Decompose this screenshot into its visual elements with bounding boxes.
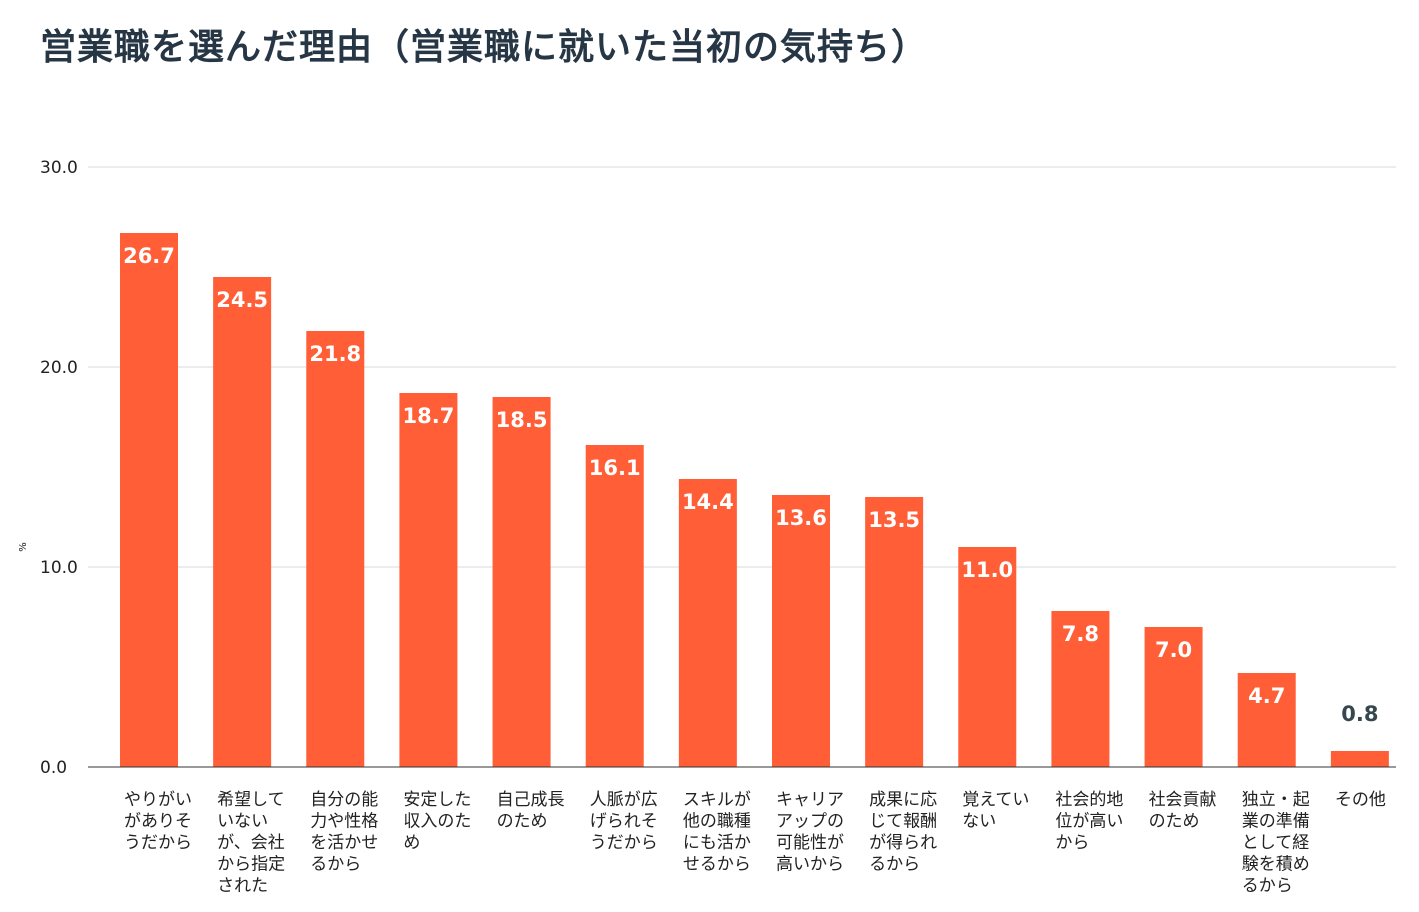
x-tick-label: として経 bbox=[1242, 833, 1310, 853]
x-tick-label: が、会社 bbox=[217, 833, 285, 853]
bar bbox=[213, 277, 272, 767]
x-tick-label: 成果に応 bbox=[869, 790, 937, 810]
x-tick-label: いない bbox=[217, 812, 268, 832]
bar bbox=[120, 233, 178, 767]
x-tick-label: 安定した bbox=[403, 790, 471, 810]
bar bbox=[1051, 611, 1110, 767]
y-tick-label: 0.0 bbox=[40, 758, 67, 778]
x-tick-label: うだから bbox=[124, 833, 192, 853]
bar bbox=[678, 479, 737, 767]
x-tick-label: 希望して bbox=[217, 790, 285, 810]
x-tick-label: るから bbox=[869, 855, 920, 875]
x-tick-label: が得られ bbox=[869, 833, 937, 853]
x-tick-label: スキルが bbox=[683, 790, 751, 810]
bar bbox=[865, 497, 924, 767]
bar bbox=[585, 445, 644, 767]
x-tick-label: 力や性格 bbox=[310, 812, 378, 832]
x-tick-label: 人脈が広 bbox=[590, 790, 658, 810]
bar bbox=[1237, 673, 1296, 767]
bar bbox=[1144, 627, 1203, 767]
data-label: 26.7 bbox=[123, 244, 175, 268]
bar bbox=[958, 547, 1017, 767]
x-tick-label: から指定 bbox=[217, 855, 285, 875]
x-tick-label: がありそ bbox=[124, 812, 192, 832]
x-tick-label: うだから bbox=[590, 833, 658, 853]
x-tick-label: された bbox=[217, 876, 268, 896]
x-tick-label: せるから bbox=[683, 855, 751, 875]
x-tick-label: ない bbox=[962, 812, 996, 832]
x-tick-label: 位が高い bbox=[1055, 812, 1123, 832]
x-tick-label: やりがい bbox=[124, 790, 192, 810]
x-tick-label: じて報酬 bbox=[869, 812, 937, 832]
x-tick-label: のため bbox=[1149, 812, 1200, 832]
x-tick-label: アップの bbox=[776, 812, 844, 832]
x-tick-label: 他の職種 bbox=[683, 812, 751, 832]
x-tick-label: るから bbox=[1242, 876, 1293, 896]
x-tick-label: げられそ bbox=[590, 812, 658, 832]
data-label: 0.8 bbox=[1341, 702, 1378, 726]
x-tick-label: め bbox=[403, 833, 420, 853]
bar bbox=[399, 393, 458, 767]
data-label: 16.1 bbox=[589, 456, 641, 480]
x-tick-label: 高いから bbox=[776, 855, 844, 875]
bar bbox=[306, 331, 365, 767]
x-tick-label: 収入のた bbox=[403, 812, 471, 832]
x-tick-label: 社会的地 bbox=[1055, 790, 1123, 810]
x-tick-label: 独立・起 bbox=[1242, 790, 1310, 810]
x-tick-label: のため bbox=[497, 812, 548, 832]
bar bbox=[1330, 751, 1389, 767]
x-tick-label: 自己成長 bbox=[497, 790, 565, 810]
data-label: 7.8 bbox=[1062, 622, 1099, 646]
x-tick-label: 社会貢献 bbox=[1149, 790, 1217, 810]
y-tick-label: 30.0 bbox=[40, 158, 78, 178]
x-tick-label: 業の準備 bbox=[1242, 812, 1310, 832]
y-axis-label: % bbox=[18, 542, 29, 552]
chart-title: 営業職を選んだ理由（営業職に就いた当初の気持ち） bbox=[40, 27, 929, 68]
x-tick-label: 自分の能 bbox=[310, 790, 378, 810]
x-tick-label: その他 bbox=[1335, 790, 1386, 810]
data-label: 13.6 bbox=[775, 506, 827, 530]
x-tick-label: るから bbox=[310, 855, 361, 875]
data-label: 4.7 bbox=[1248, 684, 1285, 708]
data-label: 18.7 bbox=[403, 404, 455, 428]
x-tick-label: 験を積め bbox=[1242, 855, 1310, 875]
data-label: 7.0 bbox=[1155, 638, 1192, 662]
bar bbox=[492, 397, 551, 767]
y-tick-label: 10.0 bbox=[40, 558, 78, 578]
bar bbox=[772, 495, 830, 767]
x-tick-label: 覚えてい bbox=[962, 790, 1029, 810]
x-tick-label: を活かせ bbox=[310, 833, 378, 853]
data-label: 11.0 bbox=[961, 558, 1013, 582]
x-tick-label: から bbox=[1055, 833, 1089, 853]
data-label: 24.5 bbox=[216, 288, 268, 312]
data-label: 21.8 bbox=[309, 342, 361, 366]
data-label: 14.4 bbox=[682, 490, 734, 514]
data-label: 18.5 bbox=[496, 408, 548, 432]
x-tick-label: にも活か bbox=[683, 833, 751, 853]
x-tick-label: キャリア bbox=[776, 790, 844, 810]
data-label: 13.5 bbox=[868, 508, 920, 532]
y-tick-label: 20.0 bbox=[40, 358, 78, 378]
x-tick-label: 可能性が bbox=[776, 833, 844, 853]
